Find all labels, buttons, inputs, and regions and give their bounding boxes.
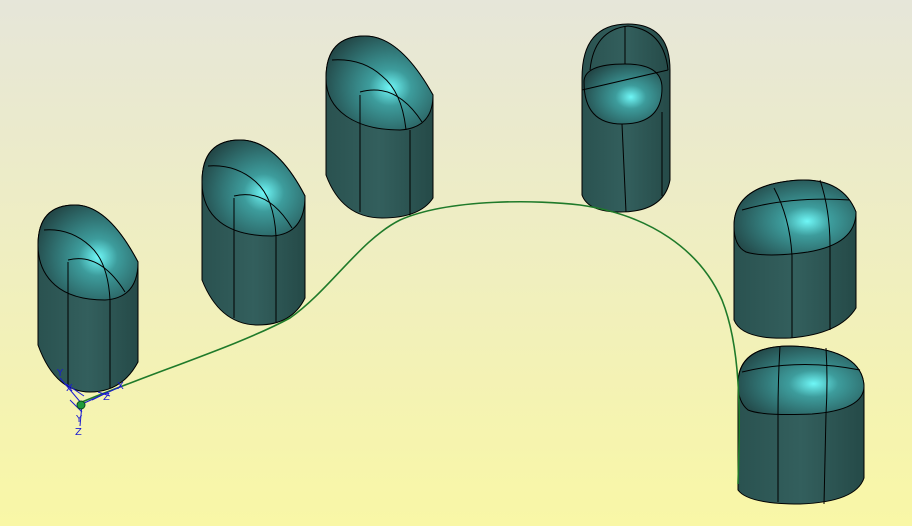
triad-label-y-small: Y [75, 414, 83, 425]
triad-label-x-small: X [66, 383, 73, 394]
triad-label-z: Z [75, 427, 82, 438]
capsule-solid-3[interactable] [325, 35, 434, 219]
capsule-solid-2[interactable] [201, 139, 306, 326]
capsule-solid-4[interactable] [581, 23, 671, 213]
capsule-solid-1[interactable] [37, 204, 139, 393]
triad-label-z-small: Z [103, 392, 110, 403]
capsule-solid-5[interactable] [733, 179, 857, 339]
capsule-solid-6[interactable] [737, 345, 865, 505]
triad-label-x: X [117, 381, 124, 392]
coordinate-triad: Y X X Z Y Z [56, 368, 124, 438]
sweep-path-curve[interactable] [81, 200, 741, 485]
triad-label-y: Y [56, 368, 64, 379]
triad-origin-marker [76, 400, 86, 410]
